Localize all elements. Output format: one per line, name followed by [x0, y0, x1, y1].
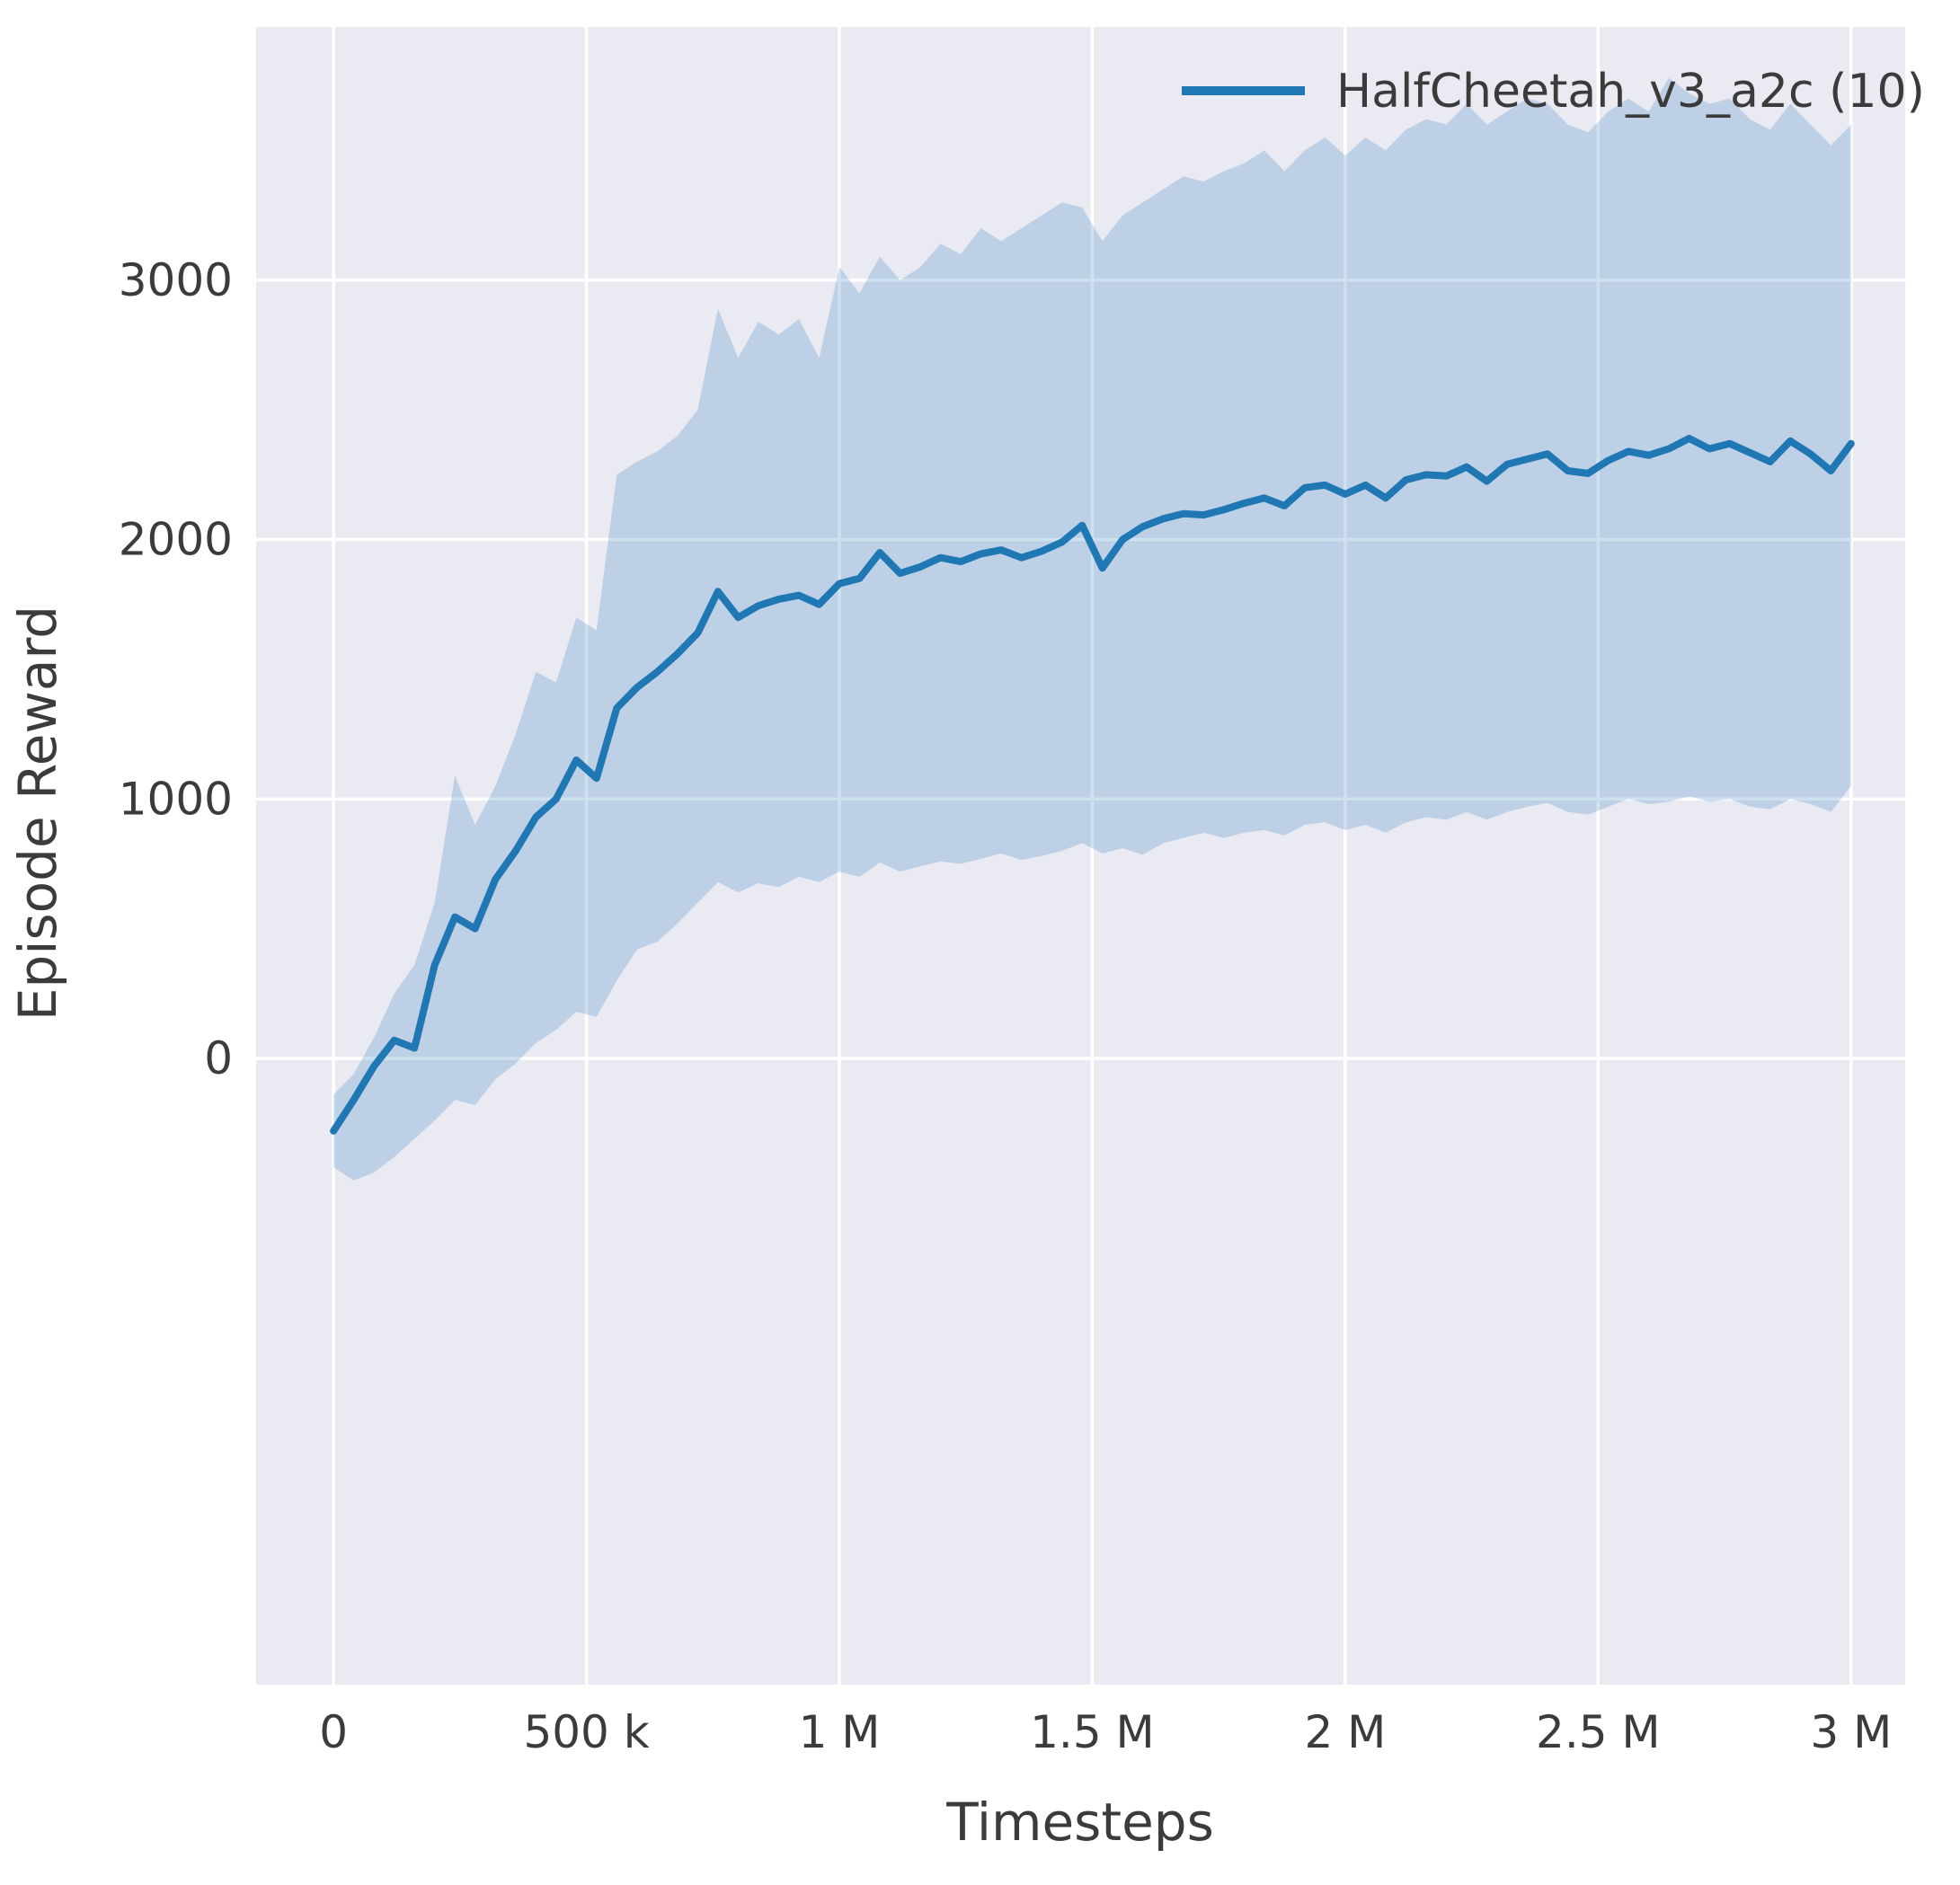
mean-line — [330, 434, 1855, 1135]
x-axis-label: Timesteps — [945, 1792, 1214, 1853]
y-axis-label: Episode Reward — [7, 606, 68, 1021]
confidence-band — [333, 77, 1851, 1181]
legend-label: HalfCheetah_v3_a2c (10) — [1336, 65, 1925, 119]
x-tick-label: 3 M — [1810, 1706, 1892, 1758]
x-tick-label: 2 M — [1304, 1706, 1386, 1758]
x-tick-label: 0 — [319, 1706, 348, 1758]
legend: HalfCheetah_v3_a2c (10) — [1182, 65, 1925, 119]
x-tick-label: 1 M — [799, 1706, 881, 1758]
x-tick-label: 500 k — [523, 1706, 649, 1758]
x-tick-label: 1.5 M — [1030, 1706, 1155, 1758]
chart-canvas: 0 500 k 1 M 1.5 M 2 M 2.5 M 3 M 0 1000 2000 3000 — [119, 27, 1905, 1758]
x-tick-label: 2.5 M — [1536, 1706, 1661, 1758]
y-tick-label: 3000 — [119, 254, 233, 306]
plot-background — [256, 27, 1905, 1685]
y-tick-label: 1000 — [119, 773, 233, 825]
y-tick-label: 0 — [204, 1032, 233, 1084]
y-tick-label: 2000 — [119, 514, 233, 566]
